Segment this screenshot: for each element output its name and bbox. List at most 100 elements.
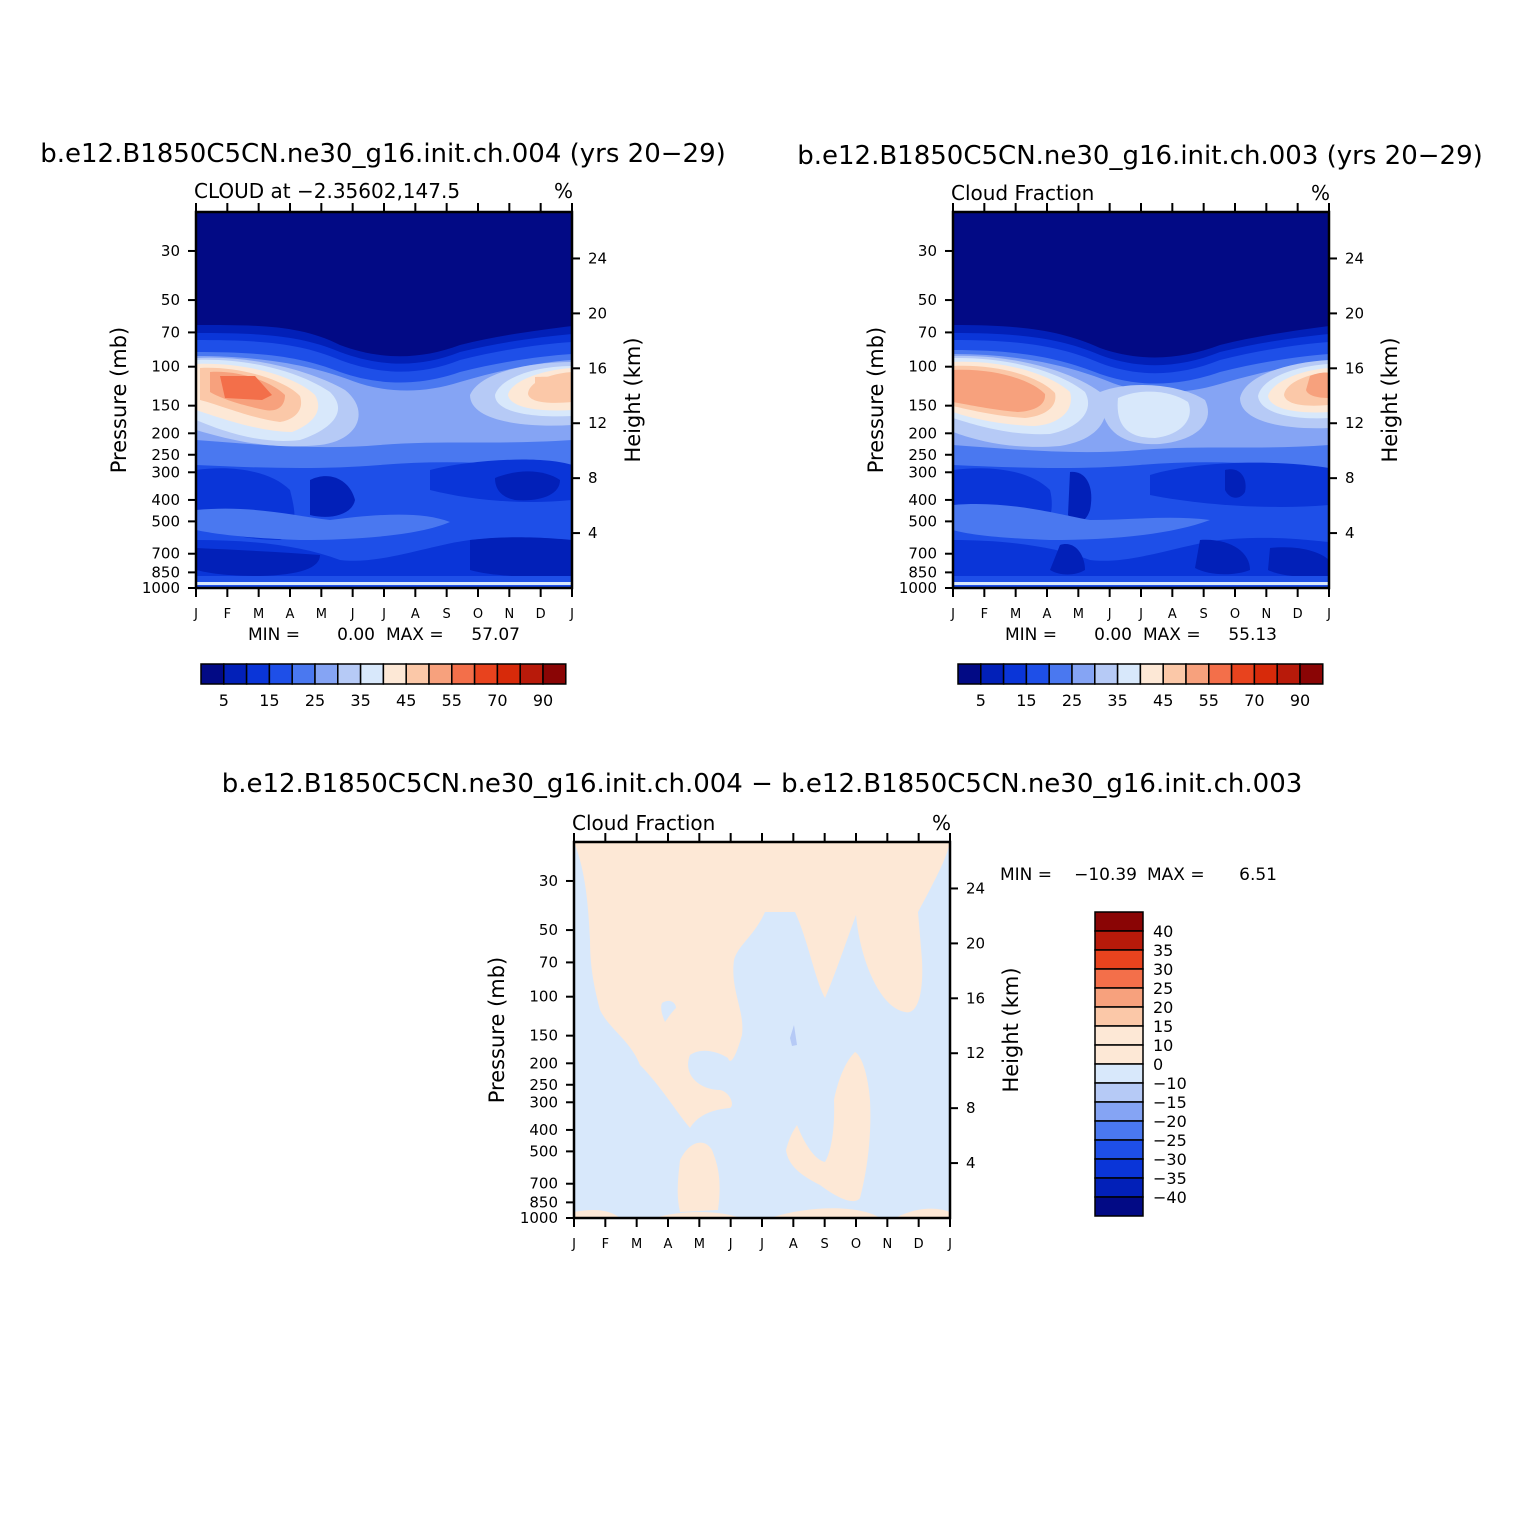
colorbar-swatch xyxy=(1094,949,1144,970)
y-tick-label: 700 xyxy=(529,1175,558,1193)
colorbar-label: 15 xyxy=(1016,691,1036,710)
panel-1-y2-axis-title: Height (km) xyxy=(621,337,645,462)
panel-1-max-label: MAX = xyxy=(386,625,444,645)
y-tick-label: 200 xyxy=(151,424,180,442)
x-tick-label: J xyxy=(728,1237,733,1252)
colorbar-swatch xyxy=(451,663,476,685)
colorbar-label: 30 xyxy=(1153,960,1173,979)
contour-band-10b xyxy=(535,376,570,398)
positive-region-4 xyxy=(574,1210,620,1218)
positive-region-5 xyxy=(655,1212,740,1218)
x-tick-label: A xyxy=(789,1237,798,1252)
colorbar-label: 55 xyxy=(442,691,462,710)
colorbar-label: 25 xyxy=(305,691,325,710)
colorbar-swatch xyxy=(1094,1196,1144,1217)
y2-tick-label: 24 xyxy=(966,879,985,897)
x-tick-label: D xyxy=(1293,607,1303,622)
y2-tick-label: 4 xyxy=(966,1154,976,1172)
x-tick-label: M xyxy=(694,1237,705,1252)
x-tick-label: D xyxy=(914,1237,924,1252)
lower-cell-4 xyxy=(495,471,560,501)
colorbar-swatch xyxy=(1048,663,1073,685)
panel-3-max-value: 6.51 xyxy=(1239,865,1277,885)
colorbar-label: 90 xyxy=(1290,691,1310,710)
panel-3-units-label: % xyxy=(932,811,951,835)
y2-tick-label: 20 xyxy=(588,304,607,322)
colorbar-label: 35 xyxy=(350,691,370,710)
surface-band-light xyxy=(953,582,1329,585)
x-tick-label: N xyxy=(1261,607,1271,622)
colorbar-swatch xyxy=(1094,1101,1144,1122)
colorbar-swatch xyxy=(473,663,499,685)
panel-1: b.e12.B1850C5CN.ne30_g16.init.ch.004 (yr… xyxy=(40,139,726,710)
panel-3: b.e12.B1850C5CN.ne30_g16.init.ch.004 − b… xyxy=(222,769,1303,1252)
y2-tick-label: 8 xyxy=(966,1099,976,1117)
colorbar-swatch xyxy=(405,663,430,685)
x-tick-label: J xyxy=(193,607,198,622)
x-tick-label: J xyxy=(950,607,955,622)
x-tick-label: N xyxy=(504,607,514,622)
panel-1-min-value: 0.00 xyxy=(337,625,375,645)
contour-band-7c xyxy=(1117,391,1190,438)
y-tick-label: 70 xyxy=(539,953,558,971)
colorbar-label: 40 xyxy=(1153,922,1173,941)
lower-cell-5 xyxy=(196,508,450,540)
panel-1-y-axis-title: Pressure (mb) xyxy=(107,327,131,474)
colorbar-swatch xyxy=(1094,1139,1144,1160)
y-tick-label: 250 xyxy=(529,1076,558,1094)
colorbar-label: 55 xyxy=(1199,691,1219,710)
colorbar-label: 15 xyxy=(259,691,279,710)
colorbar-swatch xyxy=(1116,663,1142,685)
y-tick-label: 1000 xyxy=(899,579,937,597)
colorbar-swatch xyxy=(1094,1063,1144,1084)
positive-region-6 xyxy=(770,1208,880,1218)
x-tick-label: N xyxy=(882,1237,892,1252)
x-tick-label: M xyxy=(1073,607,1084,622)
colorbar-swatch xyxy=(1185,663,1210,685)
panel-2-min-label: MIN = xyxy=(1005,625,1057,645)
panel-3-min-value: −10.39 xyxy=(1074,865,1137,885)
panel-2-min-value: 0.00 xyxy=(1094,625,1132,645)
y-tick-label: 850 xyxy=(908,563,937,581)
colorbar-label: −10 xyxy=(1153,1074,1187,1093)
lower-cell-9 xyxy=(1268,547,1329,577)
panel-2-y-axis-title: Pressure (mb) xyxy=(864,327,888,474)
x-tick-label: J xyxy=(381,607,386,622)
y2-tick-label: 24 xyxy=(1345,249,1364,267)
panel-1-units-label: % xyxy=(554,179,573,203)
y2-tick-label: 24 xyxy=(588,249,607,267)
colorbar-swatch xyxy=(1253,663,1278,685)
y-tick-label: 150 xyxy=(908,397,937,415)
x-tick-label: J xyxy=(1107,607,1112,622)
colorbar-swatch xyxy=(980,663,1005,685)
colorbar-swatch xyxy=(223,663,248,685)
x-tick-label: J xyxy=(759,1237,764,1252)
x-tick-label: A xyxy=(411,607,420,622)
panel-2-colorbar: 5 15 25 35 45 55 70 90 xyxy=(957,663,1324,710)
y-tick-label: 850 xyxy=(529,1193,558,1211)
colorbar-label: 90 xyxy=(533,691,553,710)
colorbar-label: −20 xyxy=(1153,1112,1187,1131)
y-tick-label: 30 xyxy=(918,242,937,260)
colorbar-swatch xyxy=(291,663,316,685)
y-tick-label: 250 xyxy=(151,446,180,464)
colorbar-label: 45 xyxy=(396,691,416,710)
y-tick-label: 150 xyxy=(151,397,180,415)
y-tick-label: 1000 xyxy=(520,1209,558,1227)
y-tick-label: 50 xyxy=(918,291,937,309)
x-tick-label: F xyxy=(224,607,231,622)
x-tick-label: J xyxy=(1326,607,1331,622)
y2-tick-label: 8 xyxy=(1345,469,1355,487)
y2-tick-label: 4 xyxy=(588,524,598,542)
x-tick-label: O xyxy=(473,607,483,622)
colorbar-label: 20 xyxy=(1153,998,1173,1017)
colorbar-swatch xyxy=(1094,1120,1144,1141)
panel-3-y2-ticks: 24 20 16 12 8 4 xyxy=(950,879,985,1172)
colorbar-label: −35 xyxy=(1153,1169,1187,1188)
colorbar-label: 70 xyxy=(1244,691,1264,710)
lower-cell-4 xyxy=(1225,469,1246,498)
contour-band-10 xyxy=(953,369,1046,412)
colorbar-swatch xyxy=(1094,1025,1144,1046)
y-tick-label: 400 xyxy=(529,1121,558,1139)
